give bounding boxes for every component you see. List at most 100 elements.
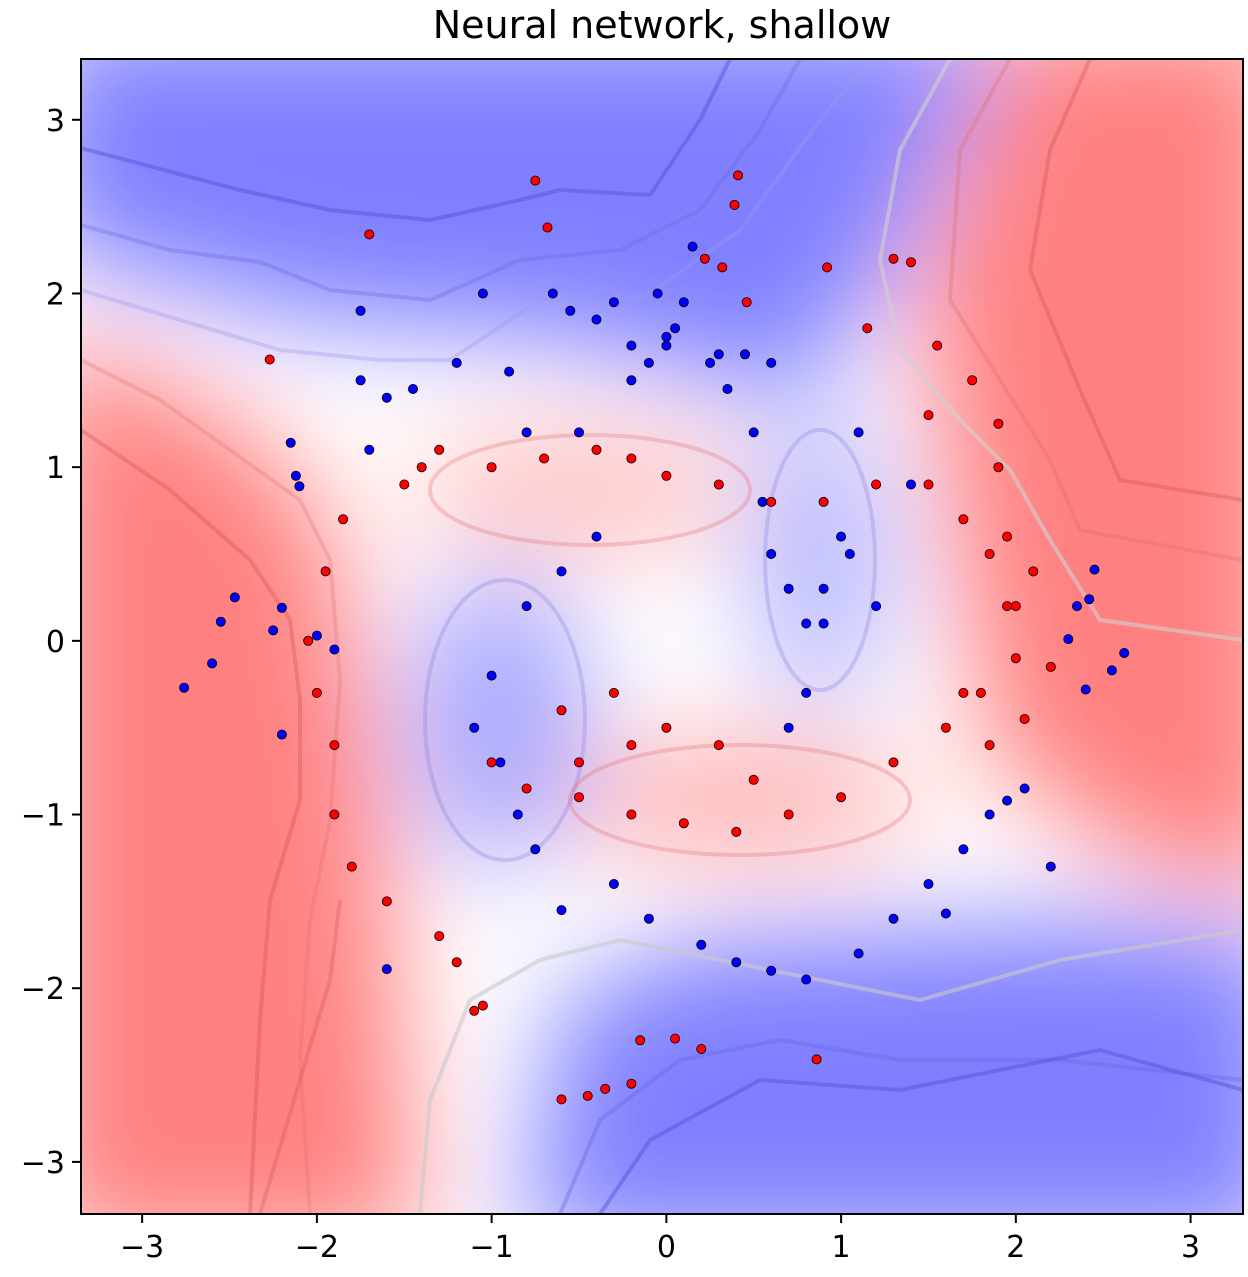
scatter-point-class-0 xyxy=(591,531,602,542)
scatter-point-class-0 xyxy=(1106,665,1117,676)
chart-title: Neural network, shallow xyxy=(433,3,892,47)
scatter-point-class-1 xyxy=(984,740,995,751)
scatter-point-class-0 xyxy=(740,349,751,360)
scatter-point-class-0 xyxy=(591,314,602,325)
scatter-point-class-0 xyxy=(722,383,733,394)
scatter-point-class-1 xyxy=(600,1083,611,1094)
scatter-points xyxy=(179,170,1130,1105)
scatter-point-class-1 xyxy=(967,375,978,386)
scatter-point-class-0 xyxy=(329,644,340,655)
scatter-point-class-1 xyxy=(670,1033,681,1044)
scatter-point-class-1 xyxy=(329,809,340,820)
scatter-point-class-1 xyxy=(940,722,951,733)
scatter-point-class-1 xyxy=(717,262,728,273)
scatter-point-class-1 xyxy=(661,470,672,481)
scatter-point-class-1 xyxy=(346,861,357,872)
scatter-point-class-0 xyxy=(574,427,585,438)
x-tick-label: −3 xyxy=(120,1230,164,1265)
scatter-point-class-1 xyxy=(469,1005,480,1016)
scatter-point-class-1 xyxy=(381,896,392,907)
scatter-point-class-0 xyxy=(355,305,366,316)
scatter-point-class-1 xyxy=(932,340,943,351)
scatter-point-class-1 xyxy=(1002,601,1013,612)
scatter-point-class-0 xyxy=(888,913,899,924)
scatter-point-class-0 xyxy=(1063,634,1074,645)
y-tick-label: 3 xyxy=(46,104,65,139)
y-tick-label: 2 xyxy=(46,277,65,312)
scatter-point-class-1 xyxy=(661,722,672,733)
scatter-point-class-1 xyxy=(733,170,744,181)
y-tick-label: 1 xyxy=(46,451,65,486)
scatter-point-class-1 xyxy=(1010,601,1021,612)
scatter-point-class-0 xyxy=(906,479,917,490)
scatter-point-class-0 xyxy=(766,357,777,368)
scatter-point-class-1 xyxy=(1028,566,1039,577)
scatter-point-class-1 xyxy=(399,479,410,490)
scatter-point-class-1 xyxy=(906,257,917,268)
scatter-point-class-0 xyxy=(626,375,637,386)
scatter-point-class-0 xyxy=(801,974,812,985)
scatter-point-class-0 xyxy=(801,687,812,698)
scatter-point-class-1 xyxy=(626,1078,637,1089)
scatter-point-class-0 xyxy=(469,722,480,733)
scatter-point-class-0 xyxy=(486,670,497,681)
scatter-point-class-1 xyxy=(486,757,497,768)
scatter-point-class-1 xyxy=(888,253,899,264)
scatter-point-class-1 xyxy=(626,453,637,464)
scatter-point-class-1 xyxy=(542,222,553,233)
scatter-point-class-1 xyxy=(635,1035,646,1046)
scatter-point-class-1 xyxy=(329,740,340,751)
scatter-point-class-1 xyxy=(975,687,986,698)
scatter-point-class-1 xyxy=(888,757,899,768)
scatter-point-class-0 xyxy=(818,583,829,594)
scatter-point-class-1 xyxy=(574,792,585,803)
scatter-point-class-0 xyxy=(1072,601,1083,612)
scatter-point-class-0 xyxy=(844,549,855,560)
scatter-point-class-1 xyxy=(264,354,275,365)
scatter-point-class-1 xyxy=(416,462,427,473)
scatter-point-class-0 xyxy=(276,602,287,613)
scatter-point-class-0 xyxy=(1019,783,1030,794)
scatter-point-class-1 xyxy=(923,479,934,490)
scatter-point-class-0 xyxy=(229,592,240,603)
scatter-point-class-0 xyxy=(530,844,541,855)
scatter-point-class-0 xyxy=(643,357,654,368)
y-tick-label: −3 xyxy=(21,1146,65,1181)
scatter-point-class-1 xyxy=(958,687,969,698)
scatter-point-class-0 xyxy=(661,331,672,342)
scatter-point-class-0 xyxy=(215,616,226,627)
scatter-point-class-0 xyxy=(556,566,567,577)
scatter-point-class-0 xyxy=(504,366,515,377)
scatter-point-class-0 xyxy=(670,323,681,334)
scatter-point-class-0 xyxy=(294,481,305,492)
scatter-point-class-1 xyxy=(521,783,532,794)
scatter-point-class-1 xyxy=(1010,653,1021,664)
scatter-point-class-0 xyxy=(1119,648,1130,659)
scatter-point-class-0 xyxy=(696,939,707,950)
scatter-point-class-1 xyxy=(748,774,759,785)
scatter-point-class-1 xyxy=(303,635,314,646)
scatter-point-class-0 xyxy=(268,625,279,636)
scatter-point-class-0 xyxy=(731,957,742,968)
contour-lines xyxy=(81,59,1243,1214)
scatter-point-class-1 xyxy=(818,496,829,507)
scatter-point-class-0 xyxy=(407,383,418,394)
scatter-point-class-1 xyxy=(696,1044,707,1055)
scatter-point-class-0 xyxy=(608,297,619,308)
scatter-point-class-1 xyxy=(993,418,1004,429)
scatter-point-class-1 xyxy=(608,687,619,698)
scatter-point-class-0 xyxy=(748,427,759,438)
x-tick-label: −2 xyxy=(295,1230,339,1265)
scatter-point-class-0 xyxy=(495,757,506,768)
scatter-point-class-1 xyxy=(741,297,752,308)
scatter-point-class-0 xyxy=(836,531,847,542)
scatter-point-class-0 xyxy=(547,288,558,299)
decision-surface xyxy=(81,59,1243,1214)
scatter-point-class-1 xyxy=(836,792,847,803)
scatter-point-class-1 xyxy=(713,740,724,751)
scatter-point-class-0 xyxy=(565,305,576,316)
scatter-point-class-0 xyxy=(984,809,995,820)
scatter-point-class-1 xyxy=(477,1000,488,1011)
scatter-point-class-1 xyxy=(320,566,331,577)
scatter-point-class-1 xyxy=(556,705,567,716)
